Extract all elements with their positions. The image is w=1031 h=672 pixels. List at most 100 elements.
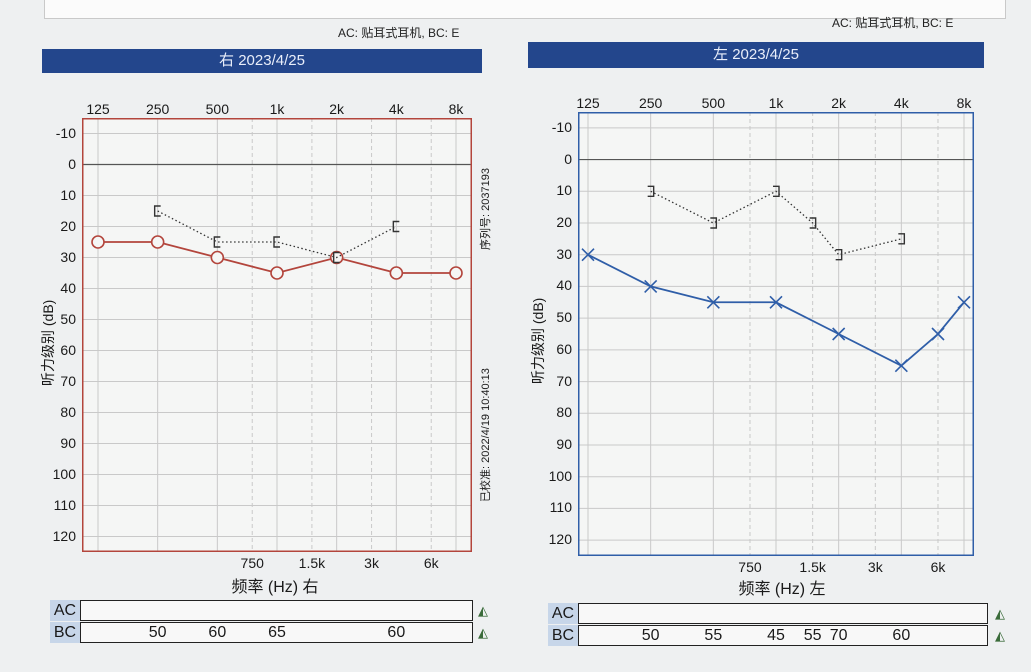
bc-point-bracket [773,185,780,197]
ac-bc-note: AC: 贴耳式耳机, BC: E [832,16,954,30]
y-tick: 90 [60,434,76,451]
y-tick: 110 [549,499,572,516]
ac-point-x [931,327,945,341]
plot-border [578,112,974,556]
horizontal-gridlines [578,127,974,541]
horizontal-gridlines [82,133,472,537]
bc-table-value: 55 [704,627,723,644]
bc-row-label: BC [548,625,578,646]
ac-point-x [769,295,783,309]
x-tick-top: 2k [831,95,847,111]
x-tick-top: 250 [638,95,663,111]
x-tick-top: 4k [893,95,909,111]
y-tick: 10 [556,182,572,199]
bc-table-value: 55 [803,627,822,644]
left-audiogram-plot [578,112,974,556]
ac-point-circle [150,235,165,249]
y-tick: 50 [60,310,76,327]
bc-table-value: 50 [148,624,167,641]
y-tick: -10 [55,124,76,141]
bc-row-cell [80,622,473,643]
bc-point-bracket [710,217,718,229]
bc-point-bracket [647,185,655,197]
y-tick: 80 [556,404,572,421]
ac-point-circle [449,266,463,280]
bc-line [157,210,397,259]
bc-point-bracket [898,233,906,245]
bc-series [647,185,906,261]
x-tick-top: 125 [576,95,600,111]
y-tick: 30 [60,248,76,265]
ac-point-x [581,248,595,262]
y-tick: 60 [556,340,572,357]
ac-point-x [706,295,720,309]
bc-table-value: 70 [829,627,848,644]
left-ear-title: 左 2023/4/25 [528,42,984,68]
y-tick: 20 [60,217,76,234]
ac-series [91,235,463,280]
y-tick: 30 [556,245,572,262]
bc-row-cell [578,625,988,646]
bc-table-value: 60 [208,624,227,641]
ac-bc-note: AC: 贴耳式耳机, BC: E [338,26,460,40]
x-tick-bottom: 6k [930,559,946,575]
bc-table-value: 50 [641,627,660,644]
y-tick: 90 [556,436,572,452]
x-tick-bottom: 750 [738,559,762,575]
bc-point-bracket [835,249,843,261]
bc-series [153,205,400,264]
x-tick-top: 2k [329,101,345,117]
bc-point-bracket [153,205,161,217]
y-tick: 100 [52,465,76,482]
x-tick-bottom: 750 [240,555,264,571]
bc-point-bracket [809,217,817,229]
bc-table-value: 60 [387,624,406,641]
ac-row-mark-icon: ◭ [478,603,488,618]
ac-point-x [832,327,846,341]
plot-border [82,118,472,552]
ac-point-x [894,359,908,373]
bc-row-mark-icon: ◭ [995,628,1005,643]
bc-table-value: 45 [767,627,785,644]
x-tick-top: 500 [205,101,230,117]
calibration-date: 已校准: 2022/4/19 10:40:13 [480,368,492,502]
bc-row-label: BC [50,622,80,643]
x-tick-top: 250 [145,101,170,117]
vertical-gridlines [97,118,457,552]
y-tick: 0 [564,150,572,167]
y-tick: 100 [548,467,572,484]
y-tick: 110 [53,496,76,513]
ac-row-label: AC [548,603,578,624]
y-tick: 70 [60,372,76,389]
ac-point-circle [389,266,404,280]
x-tick-top: 4k [388,101,404,117]
ac-row-cell [578,603,988,624]
ac-point-circle [270,266,284,280]
x-tick-top: 8k [956,95,972,111]
bc-table-value: 65 [268,624,286,641]
serial-number: 序列号: 2037193 [480,168,492,250]
y-tick: -10 [551,118,572,135]
ac-point-x [957,295,971,309]
ac-point-circle [91,235,105,249]
right-ear-title: 右 2023/4/25 [42,49,482,73]
y-tick: 50 [556,309,572,326]
x-tick-bottom: 3k [867,559,883,575]
bc-point-bracket [392,220,400,233]
bc-row-mark-icon: ◭ [478,625,488,640]
x-tick-top: 500 [701,95,726,111]
x-tick-bottom: 6k [423,555,439,571]
y-tick: 60 [60,341,76,358]
x-tick-top: 1k [269,101,285,117]
bc-table-value: 60 [892,627,911,644]
x-tick-bottom: 3k [364,555,379,571]
report-top-strip [44,0,1006,19]
x-tick-bottom: 1.5k [298,555,326,571]
y-tick: 10 [60,186,76,203]
y-tick: 20 [556,214,572,230]
bc-point-bracket [273,236,280,248]
right-audiogram-plot [82,118,472,552]
x-tick-bottom: 1.5k [799,559,826,575]
ac-point-circle [210,250,225,265]
ac-series [581,248,971,373]
